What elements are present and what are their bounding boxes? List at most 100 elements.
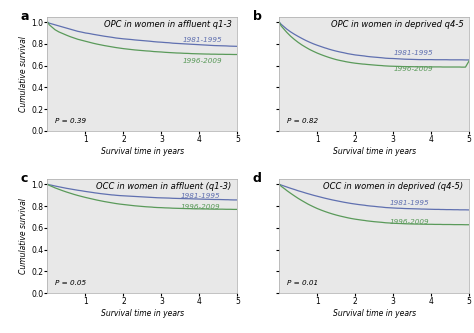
Text: OPC in women in deprived q4-5: OPC in women in deprived q4-5 xyxy=(331,20,464,29)
X-axis label: Survival time in years: Survival time in years xyxy=(101,147,184,156)
1981-1995 xyxy=(92,33,98,37)
1981-1995 xyxy=(231,198,237,202)
Line: 1996-2009: 1996-2009 xyxy=(279,22,469,67)
1981-1995 xyxy=(130,38,136,42)
1996-2009 xyxy=(174,206,180,210)
1981-1995 xyxy=(235,198,240,202)
X-axis label: Survival time in years: Survival time in years xyxy=(101,309,184,318)
1996-2009 xyxy=(45,20,50,24)
1981-1995 xyxy=(45,20,50,24)
1981-1995 xyxy=(174,41,180,45)
1981-1995 xyxy=(45,182,50,186)
Text: 1981-1995: 1981-1995 xyxy=(182,37,222,43)
1981-1995 xyxy=(231,44,237,48)
Text: b: b xyxy=(253,10,262,23)
1981-1995 xyxy=(130,194,136,198)
X-axis label: Survival time in years: Survival time in years xyxy=(333,309,416,318)
1981-1995 xyxy=(227,198,233,202)
1981-1995 xyxy=(466,58,472,62)
1981-1995 xyxy=(98,191,103,195)
Line: 1981-1995: 1981-1995 xyxy=(279,22,469,60)
Text: OPC in women in affluent q1-3: OPC in women in affluent q1-3 xyxy=(104,20,232,29)
1981-1995 xyxy=(235,44,240,48)
Text: P = 0.05: P = 0.05 xyxy=(55,280,86,286)
1981-1995 xyxy=(136,38,141,42)
1996-2009 xyxy=(329,212,335,216)
1981-1995 xyxy=(276,20,282,24)
1981-1995 xyxy=(329,198,335,202)
1996-2009 xyxy=(174,51,180,55)
1996-2009 xyxy=(406,65,411,69)
1996-2009 xyxy=(362,218,368,222)
Line: 1996-2009: 1996-2009 xyxy=(47,22,237,55)
1981-1995 xyxy=(459,58,465,62)
1981-1995 xyxy=(368,55,374,59)
Text: OCC in women in deprived (q4-5): OCC in women in deprived (q4-5) xyxy=(323,182,464,191)
1996-2009 xyxy=(406,222,411,226)
1996-2009 xyxy=(227,52,233,56)
1981-1995 xyxy=(362,203,368,207)
1981-1995 xyxy=(324,196,329,200)
1996-2009 xyxy=(231,207,237,211)
1996-2009 xyxy=(368,219,374,223)
1981-1995 xyxy=(362,54,368,58)
Text: 1981-1995: 1981-1995 xyxy=(390,200,429,206)
1996-2009 xyxy=(463,223,468,227)
1981-1995 xyxy=(92,191,98,195)
1981-1995 xyxy=(324,46,329,50)
Text: 1996-2009: 1996-2009 xyxy=(181,204,220,210)
Text: P = 0.39: P = 0.39 xyxy=(55,118,86,124)
1996-2009 xyxy=(136,48,141,52)
1996-2009 xyxy=(368,63,374,67)
1996-2009 xyxy=(136,204,141,208)
Text: c: c xyxy=(21,172,28,185)
1981-1995 xyxy=(136,195,141,199)
1996-2009 xyxy=(92,42,98,46)
Text: 1996-2009: 1996-2009 xyxy=(182,58,222,64)
1981-1995 xyxy=(329,48,335,52)
1981-1995 xyxy=(466,208,472,212)
1996-2009 xyxy=(362,62,368,66)
1996-2009 xyxy=(324,55,329,59)
Y-axis label: Cumulative survival: Cumulative survival xyxy=(19,36,28,112)
Text: P = 0.82: P = 0.82 xyxy=(287,118,318,124)
1996-2009 xyxy=(459,223,465,227)
1996-2009 xyxy=(45,182,50,186)
Text: a: a xyxy=(21,10,29,23)
Line: 1996-2009: 1996-2009 xyxy=(47,184,237,209)
Y-axis label: Cumulative survival: Cumulative survival xyxy=(19,198,28,274)
X-axis label: Survival time in years: Survival time in years xyxy=(333,147,416,156)
1981-1995 xyxy=(463,58,468,62)
Text: OCC in women in affluent (q1-3): OCC in women in affluent (q1-3) xyxy=(97,182,232,191)
1996-2009 xyxy=(459,65,465,69)
Text: d: d xyxy=(253,172,262,185)
1981-1995 xyxy=(368,204,374,208)
1981-1995 xyxy=(174,196,180,200)
1996-2009 xyxy=(463,65,468,69)
1981-1995 xyxy=(406,57,411,61)
1996-2009 xyxy=(92,197,98,201)
1996-2009 xyxy=(98,199,103,203)
Line: 1981-1995: 1981-1995 xyxy=(47,22,237,46)
1996-2009 xyxy=(466,59,472,63)
Line: 1981-1995: 1981-1995 xyxy=(279,184,469,210)
1996-2009 xyxy=(231,53,237,57)
Line: 1981-1995: 1981-1995 xyxy=(47,184,237,200)
Text: 1981-1995: 1981-1995 xyxy=(393,50,433,56)
1996-2009 xyxy=(324,210,329,214)
1996-2009 xyxy=(98,43,103,47)
1981-1995 xyxy=(276,182,282,186)
1996-2009 xyxy=(130,48,136,52)
Line: 1996-2009: 1996-2009 xyxy=(279,184,469,225)
1996-2009 xyxy=(130,203,136,207)
1981-1995 xyxy=(463,208,468,212)
1996-2009 xyxy=(276,182,282,186)
Text: P = 0.01: P = 0.01 xyxy=(287,280,318,286)
Text: 1996-2009: 1996-2009 xyxy=(390,219,429,225)
1996-2009 xyxy=(235,207,240,211)
Text: 1996-2009: 1996-2009 xyxy=(393,66,433,72)
1996-2009 xyxy=(227,207,233,211)
1981-1995 xyxy=(406,207,411,211)
Text: 1981-1995: 1981-1995 xyxy=(181,193,220,199)
1996-2009 xyxy=(329,57,335,61)
